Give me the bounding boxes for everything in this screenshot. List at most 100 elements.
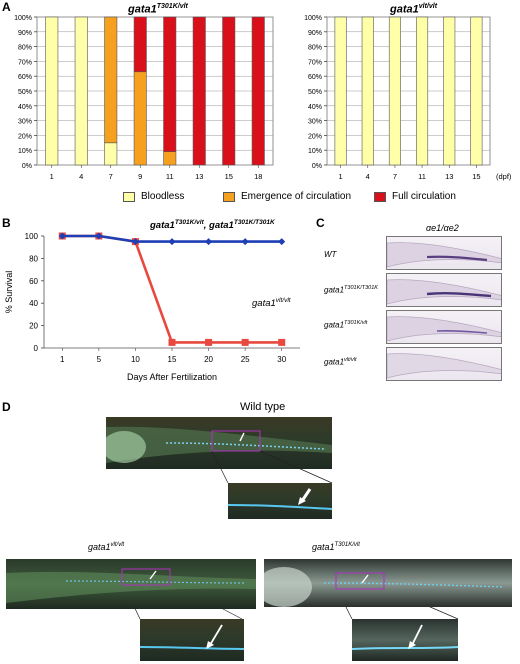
data-point: [131, 238, 139, 246]
y-tick-label: 80: [29, 254, 38, 263]
micrograph-t301k-vlt-zoom: [352, 619, 458, 661]
data-point: [58, 232, 66, 240]
in-situ-image-vlt-vlt: [386, 347, 502, 381]
y-tick-label: 90%: [18, 30, 32, 37]
y-tick-label: 10%: [308, 148, 322, 155]
x-tick-label: 18: [254, 172, 262, 181]
bar-segment: [133, 16, 147, 73]
y-tick-label: 40%: [18, 104, 32, 111]
panel-letter-d: D: [2, 400, 11, 414]
y-tick-label: 80%: [308, 45, 322, 52]
data-point: [241, 238, 249, 246]
panel-c-label-t301k-vlt: gata1T301K/vlt: [324, 320, 368, 330]
y-tick-label: 20: [29, 322, 38, 331]
x-tick-label: 15: [472, 172, 480, 181]
embryo-t301k-vlt: [387, 316, 501, 342]
y-tick-label: 10%: [18, 148, 32, 155]
legend-swatch-bloodless: [123, 191, 135, 202]
y-tick-label: 80%: [18, 45, 32, 52]
y-tick-label: 70%: [18, 59, 32, 66]
x-tick-label: 25: [241, 355, 250, 364]
embryo-t301k-t301k: [387, 279, 501, 305]
micrograph-label-vlt: gata1vlt/vlt: [88, 542, 125, 552]
y-tick-label: 60%: [308, 74, 322, 81]
micrograph-wild-type: [106, 417, 332, 469]
x-tick-label: 11: [418, 172, 426, 181]
y-axis-label: % Survival: [4, 271, 14, 314]
x-tick-label: 15: [168, 355, 177, 364]
x-tick-label: 13: [195, 172, 203, 181]
chart-a2: 0% 10% 20% 30% 40% 50% 60% 70% 80% 90% 100% 1 4 7 11 13…: [304, 15, 512, 181]
panel-letter-b: B: [2, 216, 11, 230]
x-tick-label: 5: [97, 355, 102, 364]
data-point: [278, 238, 286, 246]
panel-c-title: αe1/αe2: [426, 223, 459, 233]
x-tick-label: 7: [393, 172, 397, 181]
y-tick-label: 40: [29, 299, 38, 308]
in-situ-image-wt: [386, 236, 502, 270]
in-situ-image-t301k-t301k: [386, 273, 502, 307]
y-tick-label: 70%: [308, 59, 322, 66]
micrograph-wild-type-content: [106, 426, 332, 463]
y-tick-label: 0: [34, 344, 39, 353]
chart-a2-title: gata1vlt/vlt: [390, 3, 438, 16]
legend-swatch-emergence: [223, 191, 235, 202]
y-tick-label: 60%: [18, 74, 32, 81]
micrograph-wild-type-zoom: [228, 483, 332, 519]
wild-type-label: Wild type: [240, 401, 286, 413]
x-tick-label: 1: [60, 355, 65, 364]
micrograph-vlt: [6, 559, 256, 609]
x-axis-label: Days After Fertilization: [127, 372, 217, 382]
y-tick-label: 0%: [22, 163, 32, 170]
x-tick-label: 30: [277, 355, 286, 364]
micrograph-vlt-zoom: [140, 619, 244, 661]
y-tick-label: 50%: [308, 89, 322, 96]
y-tick-label: 20%: [308, 133, 322, 140]
micrograph-t301k-vlt-content: [264, 567, 505, 607]
series-label-blue: gata1T301K/vlt, gata1T301K/T301K: [150, 219, 275, 232]
x-unit-label: (dpf): [496, 172, 512, 181]
x-tick-label: 4: [79, 172, 83, 181]
micrograph-label-t301k-vlt: gata1T301K/vlt: [312, 542, 360, 552]
data-point: [95, 232, 103, 240]
micrograph-vlt-zoom-content: [140, 624, 244, 650]
embryo-wt: [387, 242, 501, 268]
legend-bloodless: Bloodless: [123, 191, 184, 202]
y-tick-label: 50%: [18, 89, 32, 96]
data-point: [278, 338, 286, 346]
panel-letter-c: C: [316, 216, 325, 230]
y-tick-label: 30%: [18, 119, 32, 126]
data-point: [205, 238, 213, 246]
y-tick-label: 100%: [14, 15, 32, 22]
micrograph-t301k-vlt: [264, 559, 512, 607]
legend-full: Full circulation: [374, 191, 456, 202]
x-tick-label: 9: [138, 172, 142, 181]
x-tick-label: 10: [131, 355, 140, 364]
y-tick-label: 100%: [304, 15, 322, 22]
embryo-vlt-vlt: [387, 353, 501, 379]
micrograph-wild-type-zoom-content: [228, 488, 332, 510]
legend-swatch-full: [374, 191, 386, 202]
micrograph-vlt-content: [6, 568, 256, 603]
bar-segment: [163, 16, 177, 152]
series-label-red: gata1vlt/vlt: [252, 297, 291, 310]
panel-c-label-wt: WT: [324, 250, 337, 259]
y-tick-label: 0%: [312, 163, 322, 170]
x-tick-label: 7: [109, 172, 113, 181]
chart-a1-title: gata1T301K/vlt: [128, 3, 188, 16]
in-situ-image-t301k-vlt: [386, 310, 502, 344]
data-point: [241, 338, 249, 346]
chart-a1: 0% 10% 20% 30% 40% 50% 60% 70% 80% 90% 100% 1 4 7 9 11 1…: [14, 15, 274, 181]
x-tick-label: 15: [225, 172, 233, 181]
data-point: [205, 338, 213, 346]
micrograph-t301k-vlt-zoom-content: [352, 624, 458, 650]
data-point: [168, 338, 176, 346]
y-tick-label: 60: [29, 277, 38, 286]
panel-c-label-vlt-vlt: gata1vlt/vlt: [324, 357, 357, 367]
y-tick-label: 40%: [308, 104, 322, 111]
x-tick-label: 1: [50, 172, 54, 181]
panel-c-label-t301k-t301k: gata1T301K/T301K: [324, 285, 378, 295]
bar-segment: [104, 16, 118, 144]
x-tick-label: 20: [204, 355, 213, 364]
